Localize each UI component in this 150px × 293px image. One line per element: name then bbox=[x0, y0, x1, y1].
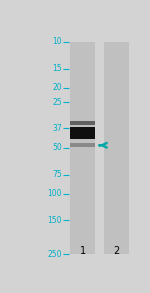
Text: 100: 100 bbox=[47, 189, 62, 198]
Text: 15: 15 bbox=[52, 64, 62, 73]
Bar bbox=[104, 42, 129, 254]
Text: 50: 50 bbox=[52, 144, 62, 152]
Text: 10: 10 bbox=[52, 38, 62, 46]
Text: 150: 150 bbox=[47, 216, 62, 225]
Bar bbox=[70, 127, 96, 139]
Bar bbox=[70, 144, 96, 147]
Text: 2: 2 bbox=[113, 246, 120, 256]
Text: 250: 250 bbox=[47, 250, 62, 258]
Text: 20: 20 bbox=[52, 83, 62, 92]
Bar bbox=[70, 120, 96, 125]
Text: 1: 1 bbox=[80, 246, 86, 256]
Text: 37: 37 bbox=[52, 124, 62, 133]
Bar bbox=[70, 42, 96, 254]
Text: 25: 25 bbox=[52, 98, 62, 107]
Text: 75: 75 bbox=[52, 170, 62, 179]
